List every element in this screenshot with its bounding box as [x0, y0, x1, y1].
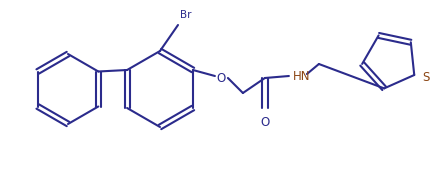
Text: HN: HN — [292, 69, 310, 83]
Text: O: O — [260, 116, 269, 129]
Text: S: S — [421, 71, 429, 83]
Text: Br: Br — [180, 10, 191, 20]
Text: O: O — [216, 71, 225, 84]
